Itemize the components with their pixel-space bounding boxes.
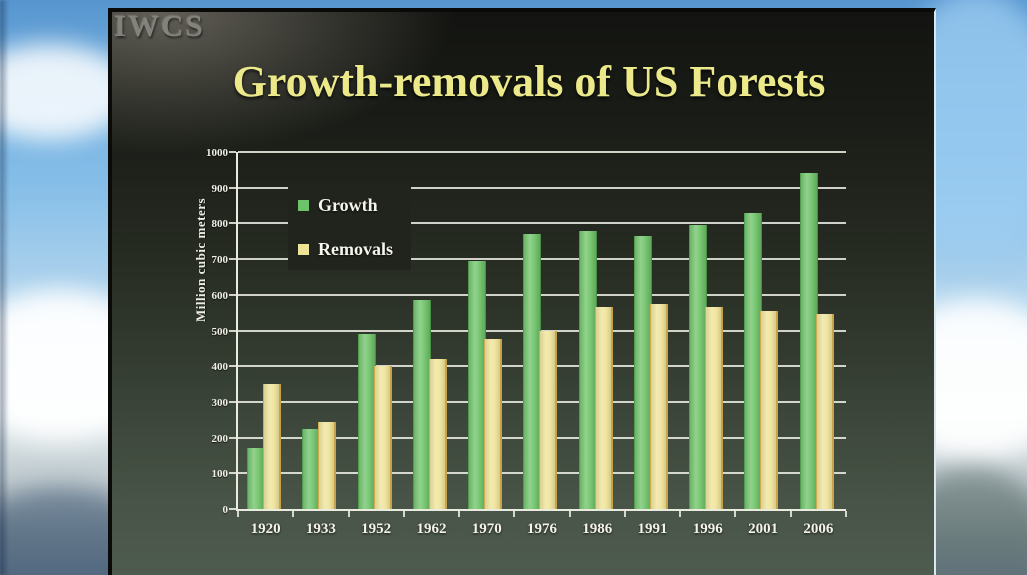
growth-bar — [523, 234, 542, 509]
grid-line — [238, 151, 846, 153]
slide-title: Growth-removals of US Forests — [232, 57, 826, 106]
growth-bar — [357, 334, 376, 509]
x-axis-tick — [513, 511, 516, 517]
legend-item-growth: Growth — [298, 194, 393, 216]
y-tick-label: 700 — [211, 254, 229, 267]
legend-item-removals: Removals — [298, 238, 393, 260]
legend: Growth Removals — [288, 186, 411, 270]
y-axis-tick — [229, 222, 236, 225]
removals-bar — [539, 330, 558, 509]
growth-bar — [744, 212, 763, 509]
y-tick-label: 500 — [211, 325, 229, 338]
grid-line — [238, 258, 846, 261]
y-tick-label: 300 — [211, 396, 229, 409]
growth-bar — [578, 230, 597, 509]
removals-bar — [263, 384, 281, 509]
growth-bar — [633, 235, 652, 509]
y-tick-label: 400 — [211, 361, 229, 374]
x-tick-label: 2006 — [803, 521, 834, 537]
y-axis-tick-labels: 0 100 200 300 400 500 600 700 800 900 1000 — [188, 147, 232, 516]
x-axis-tick — [237, 511, 239, 517]
removals-bar — [705, 307, 724, 509]
x-axis-tick — [347, 511, 350, 517]
x-axis-tick — [679, 511, 682, 517]
x-axis-tick — [568, 511, 571, 517]
y-tick-label: 100 — [211, 468, 229, 481]
x-axis-tick — [845, 511, 847, 517]
x-tick-label: 1952 — [361, 521, 392, 537]
presentation-slide: IWCS Growth-removals of US Forests Milli… — [108, 8, 936, 575]
removals-bar — [760, 310, 779, 509]
y-axis-tick — [229, 400, 236, 403]
removals-bar — [373, 366, 392, 509]
y-axis-tick — [229, 365, 236, 368]
legend-label-growth: Growth — [318, 194, 378, 215]
y-tick-label: 200 — [211, 432, 229, 445]
y-tick-label: 0 — [222, 504, 229, 516]
y-tick-label: 900 — [211, 182, 229, 195]
removals-bar — [318, 421, 337, 509]
y-tick-label: 800 — [211, 218, 229, 231]
x-tick-label: 1991 — [637, 521, 668, 537]
x-tick-label: 2001 — [748, 521, 779, 537]
y-tick-label: 600 — [211, 289, 229, 302]
removals-swatch-icon — [298, 243, 309, 255]
removals-bar — [594, 307, 613, 509]
growth-swatch-icon — [298, 199, 309, 211]
y-axis-tick — [229, 472, 236, 475]
y-axis-tick — [229, 258, 236, 261]
y-axis-tick — [229, 508, 236, 510]
removals-bar — [815, 314, 834, 509]
growth-bar — [412, 300, 431, 509]
removals-bar — [484, 339, 503, 509]
x-axis-tick — [402, 511, 405, 517]
x-axis-tick — [623, 511, 626, 517]
x-axis-tick — [734, 511, 737, 517]
y-axis-tick — [229, 186, 236, 189]
grid-line — [238, 186, 846, 189]
y-axis-tick — [229, 151, 236, 153]
x-tick-label: 1976 — [526, 521, 557, 537]
legend-label-removals: Removals — [318, 238, 393, 259]
x-tick-label: 1962 — [416, 521, 447, 537]
grid-line — [238, 293, 846, 296]
removals-bar — [649, 303, 668, 509]
y-axis-tick — [229, 329, 236, 332]
plot-area: Growth Removals 1920 1933 1952 1962 1970 1976… — [229, 151, 847, 537]
growth-bar — [689, 225, 708, 509]
growth-bar — [247, 448, 265, 509]
y-axis-tick — [229, 436, 236, 439]
x-axis-tick — [292, 511, 295, 517]
x-tick-label: 1970 — [471, 521, 502, 537]
x-axis-tick — [458, 511, 461, 517]
x-tick-label: 1920 — [250, 521, 281, 537]
growth-bar — [302, 428, 321, 509]
x-tick-label: 1986 — [582, 521, 613, 537]
y-tick-label: 1000 — [206, 147, 228, 159]
x-tick-label: 1933 — [305, 521, 336, 537]
x-tick-label: 1996 — [692, 521, 723, 537]
removals-bar — [428, 359, 447, 509]
growth-bar — [799, 173, 818, 509]
growth-bar — [468, 260, 487, 509]
frame-edge-shade — [0, 0, 9, 575]
watermark-text: IWCS — [114, 8, 205, 43]
y-axis-tick — [229, 293, 236, 296]
x-axis-tick — [789, 511, 792, 517]
grid-line — [238, 222, 846, 225]
